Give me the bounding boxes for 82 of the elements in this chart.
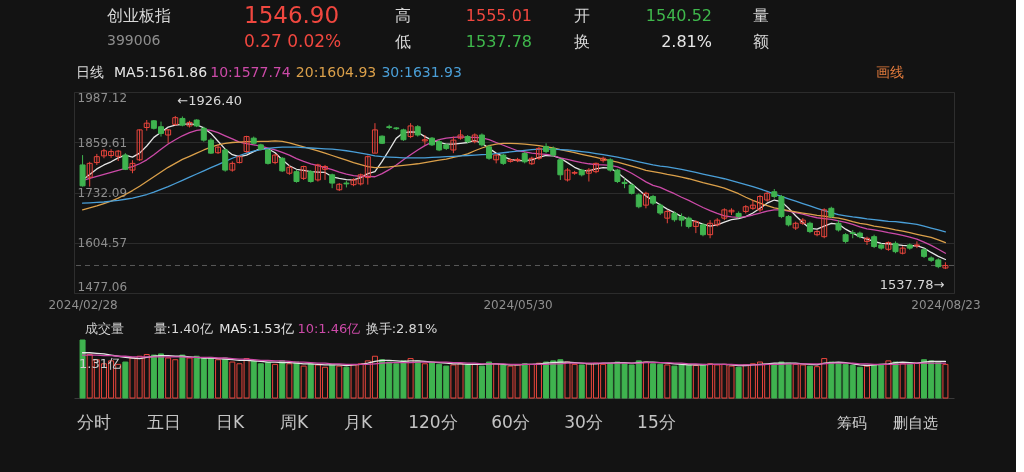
text: 399006: [107, 32, 161, 48]
y-tick-label: 1859.61: [77, 135, 128, 150]
bar: [521, 363, 528, 399]
bar: [329, 363, 336, 399]
category-label: 分时: [77, 412, 111, 432]
category-label: 高: [395, 6, 411, 25]
bar: [699, 363, 706, 399]
text: 删自选: [893, 414, 938, 432]
text: 换手:2.81%: [365, 321, 438, 336]
bar: [578, 364, 585, 399]
bar: [885, 360, 892, 399]
bar: [892, 361, 899, 399]
category-label: 开: [574, 6, 590, 25]
legend-title: 成交量: [84, 321, 124, 336]
text: 1546.90: [244, 2, 340, 28]
bar: [806, 365, 813, 399]
category-label: 五日: [146, 412, 181, 432]
bar: [272, 363, 279, 399]
x-tick-label: 2024/05/30: [483, 297, 553, 312]
x-tick-label: 2024/08/23: [911, 297, 981, 312]
bar: [293, 361, 300, 399]
text: 1537.78: [465, 32, 532, 51]
bar: [692, 365, 699, 399]
text: 2.81%: [661, 32, 712, 51]
category-label: 30分: [564, 412, 603, 432]
legend-title: 日线: [76, 64, 104, 80]
category-label: 低: [395, 32, 411, 51]
category-label: 换: [574, 32, 590, 51]
annotation: ←1926.40: [177, 92, 242, 108]
text: 1540.52: [645, 6, 712, 25]
bar: [307, 363, 314, 399]
bar: [664, 364, 671, 399]
text: 量:1.40亿: [153, 321, 213, 336]
bar: [421, 363, 428, 399]
text: MA5:1561.86: [114, 64, 208, 80]
bar: [279, 360, 286, 399]
category-label: 120分: [408, 412, 458, 432]
y-tick-label: 1987.12: [77, 90, 128, 105]
bar: [913, 362, 920, 399]
bar: [464, 364, 471, 399]
bar: [863, 365, 870, 399]
bar: [735, 366, 742, 399]
text: 筹码: [836, 414, 867, 432]
category-label: 周K: [280, 412, 310, 432]
category-label: 月K: [344, 412, 374, 432]
annotation: 1537.78→: [879, 277, 945, 293]
category-label: 量: [753, 6, 769, 25]
bar: [186, 357, 193, 399]
bar: [942, 363, 949, 399]
text: 0.27 0.02%: [244, 31, 342, 51]
text: 画线: [876, 64, 904, 80]
bar: [286, 363, 293, 399]
bar: [471, 363, 478, 399]
bar: [493, 363, 500, 399]
bar: [414, 360, 421, 399]
y-tick-label: 1604.57: [77, 236, 128, 251]
bar: [899, 363, 906, 399]
bar: [222, 357, 229, 399]
text: 10:1.46亿: [297, 321, 361, 336]
x-tick-label: 2024/02/28: [48, 297, 118, 312]
bar: [407, 358, 414, 399]
category-label: 15分: [637, 412, 676, 432]
bar: [122, 361, 129, 399]
y-tick-label: 1477.06: [77, 279, 128, 294]
bar: [906, 363, 913, 399]
bar: [336, 365, 343, 399]
text: 1555.01: [465, 6, 532, 25]
text: 创业板指: [107, 6, 171, 25]
y-tick-label: 1732.09: [77, 186, 128, 200]
text: 20:1604.93: [295, 64, 377, 80]
bar: [300, 365, 307, 399]
bar: [642, 361, 649, 399]
bar: [343, 366, 350, 399]
series-label: MA5:1.53亿: [219, 321, 294, 336]
text: 30:1631.93: [381, 64, 462, 80]
category-label: 60分: [491, 412, 530, 432]
text: 10:1577.74: [210, 64, 291, 80]
bar: [179, 354, 186, 399]
bar: [215, 359, 222, 399]
category-label: 额: [753, 32, 769, 51]
category-label: 日K: [216, 412, 245, 432]
bar: [500, 364, 507, 399]
